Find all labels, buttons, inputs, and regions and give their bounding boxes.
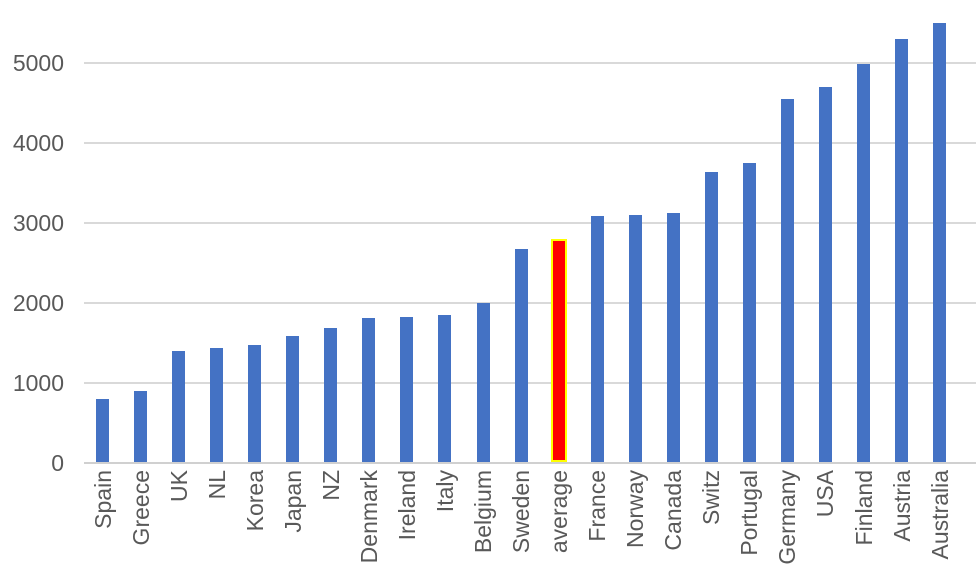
- x-label-germany: Germany: [774, 470, 801, 565]
- bar-sweden: [514, 248, 528, 463]
- x-label-norway: Norway: [622, 470, 649, 548]
- x-label-ireland: Ireland: [393, 470, 420, 541]
- x-label-nl: NL: [203, 470, 230, 500]
- bar-portugal: [742, 162, 756, 463]
- y-tick-label-3000: 3000: [12, 209, 64, 236]
- x-label-nz: NZ: [317, 470, 344, 501]
- bar-spain: [96, 398, 109, 463]
- bar-nz: [324, 328, 338, 463]
- bar-austria: [895, 39, 909, 463]
- x-label-switz: Switz: [698, 470, 725, 525]
- y-tick-label-0: 0: [51, 449, 64, 476]
- x-label-canada: Canada: [660, 470, 687, 551]
- bar-finland: [857, 63, 870, 463]
- gridline-2000: [84, 301, 976, 304]
- y-tick-label-4000: 4000: [12, 129, 64, 156]
- x-label-uk: UK: [165, 470, 192, 502]
- y-tick-label-1000: 1000: [12, 369, 64, 396]
- x-label-finland: Finland: [850, 470, 877, 546]
- bar-ireland: [400, 317, 414, 463]
- x-label-italy: Italy: [431, 470, 458, 513]
- x-label-korea: Korea: [241, 470, 268, 532]
- y-tick-label-2000: 2000: [12, 289, 64, 316]
- x-label-spain: Spain: [89, 470, 116, 529]
- x-label-greece: Greece: [127, 470, 154, 546]
- bar-belgium: [476, 302, 490, 463]
- x-axis-line: [84, 461, 976, 464]
- gridline-4000: [84, 141, 976, 144]
- x-label-belgium: Belgium: [470, 470, 496, 554]
- gridline-5000: [84, 61, 976, 64]
- x-label-average: average: [546, 470, 573, 554]
- bar-france: [590, 216, 604, 463]
- x-label-usa: USA: [812, 470, 839, 518]
- bar-greece: [134, 390, 148, 463]
- bar-korea: [248, 345, 262, 463]
- x-label-australia: Australia: [926, 470, 953, 560]
- x-label-japan: Japan: [279, 470, 306, 533]
- x-label-denmark: Denmark: [355, 470, 382, 564]
- bar-nl: [210, 347, 224, 463]
- bar-average: [551, 238, 568, 463]
- bar-uk: [172, 351, 186, 463]
- gridline-3000: [84, 221, 976, 224]
- bar-canada: [666, 212, 680, 463]
- bar-norway: [628, 214, 642, 463]
- bar-japan: [286, 336, 300, 463]
- bar-germany: [780, 99, 794, 463]
- y-tick-label-5000: 5000: [12, 49, 64, 76]
- x-label-france: France: [584, 470, 611, 542]
- bar-australia: [933, 22, 947, 463]
- bar-italy: [438, 315, 452, 463]
- x-label-sweden: Sweden: [508, 470, 535, 554]
- x-label-portugal: Portugal: [736, 470, 763, 556]
- x-label-austria: Austria: [888, 470, 915, 542]
- bar-usa: [818, 87, 832, 463]
- bar-denmark: [362, 317, 376, 463]
- bar-switz: [704, 172, 718, 463]
- gridline-1000: [84, 381, 976, 384]
